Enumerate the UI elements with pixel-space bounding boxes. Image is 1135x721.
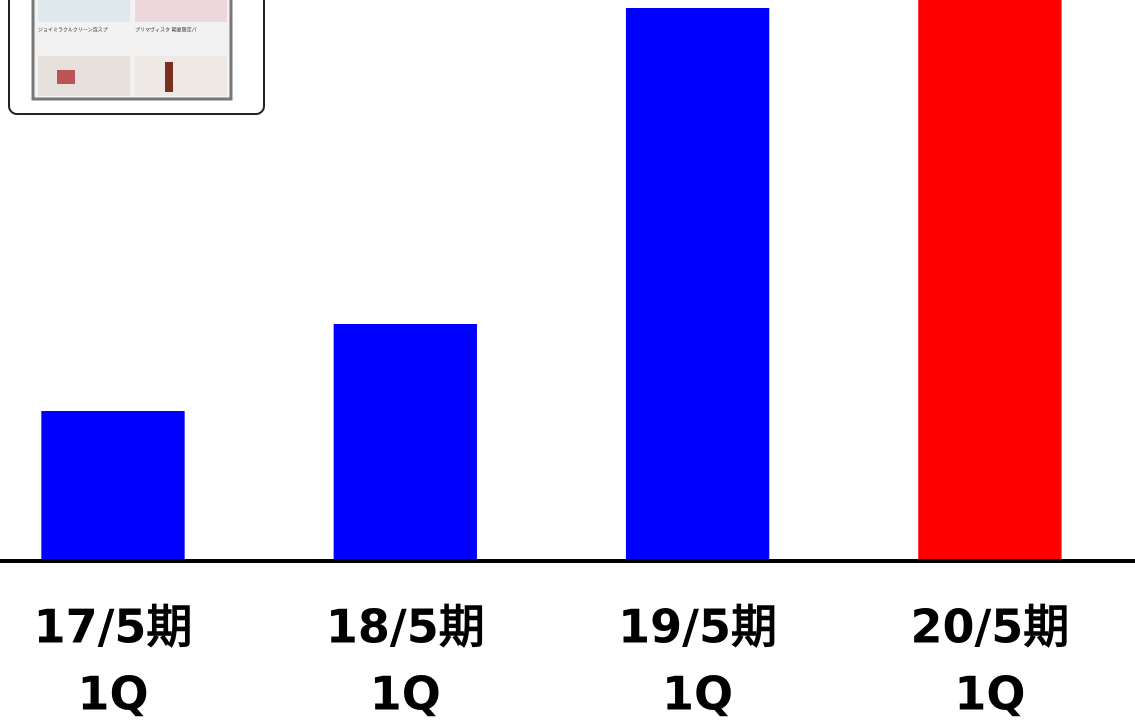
plot	[41, 0, 1062, 560]
x-tick-label: 19/5期	[618, 600, 777, 654]
x-tick-label: 1Q	[662, 667, 733, 721]
x-tick-label: 1Q	[370, 667, 441, 721]
x-tick-label: 18/5期	[326, 600, 485, 654]
bar	[41, 411, 185, 560]
bar	[918, 0, 1062, 560]
x-tick-label: 1Q	[954, 667, 1025, 721]
inset-product	[57, 70, 75, 84]
bar	[625, 8, 770, 560]
inset-photo	[38, 56, 130, 96]
bar	[333, 324, 477, 560]
inset-thumbnail: ジョイミラクルクリーン泡スプ プリマヴィスタ 朝夏限定パ	[8, 0, 265, 115]
inset-caption: ジョイミラクルクリーン泡スプ	[38, 27, 108, 34]
inset-photo	[135, 0, 227, 22]
inset-photo	[38, 0, 130, 22]
x-tick-label: 20/5期	[910, 600, 1069, 654]
inset-product	[165, 62, 173, 92]
x-tick-label: 17/5期	[34, 600, 193, 654]
x-tick-label: 1Q	[77, 667, 148, 721]
inset-photo	[135, 56, 227, 96]
inset-caption: プリマヴィスタ 朝夏限定パ	[135, 27, 197, 34]
